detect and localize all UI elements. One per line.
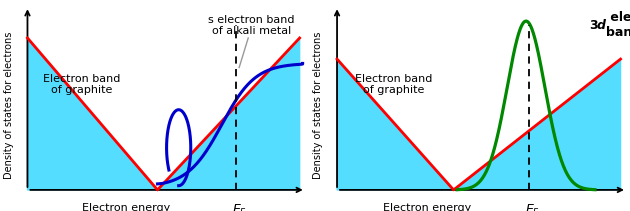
Text: Electron band
of graphite: Electron band of graphite [43, 74, 120, 95]
Text: Density of states for electrons: Density of states for electrons [4, 32, 14, 179]
Text: d: d [597, 19, 606, 32]
Text: $E_F$: $E_F$ [232, 203, 247, 211]
Text: 3: 3 [589, 19, 598, 32]
Text: Density of states for electrons: Density of states for electrons [313, 32, 323, 179]
Text: $E_F$: $E_F$ [525, 203, 540, 211]
Polygon shape [28, 38, 300, 190]
Text: Electron energy: Electron energy [382, 203, 471, 211]
Polygon shape [337, 59, 621, 190]
Text: electron electron
band of calcium: electron electron band of calcium [606, 11, 630, 39]
Text: s electron band
of alkali metal: s electron band of alkali metal [208, 15, 294, 36]
Text: Electron energy: Electron energy [82, 203, 170, 211]
Text: Electron band
of graphite: Electron band of graphite [355, 74, 432, 95]
